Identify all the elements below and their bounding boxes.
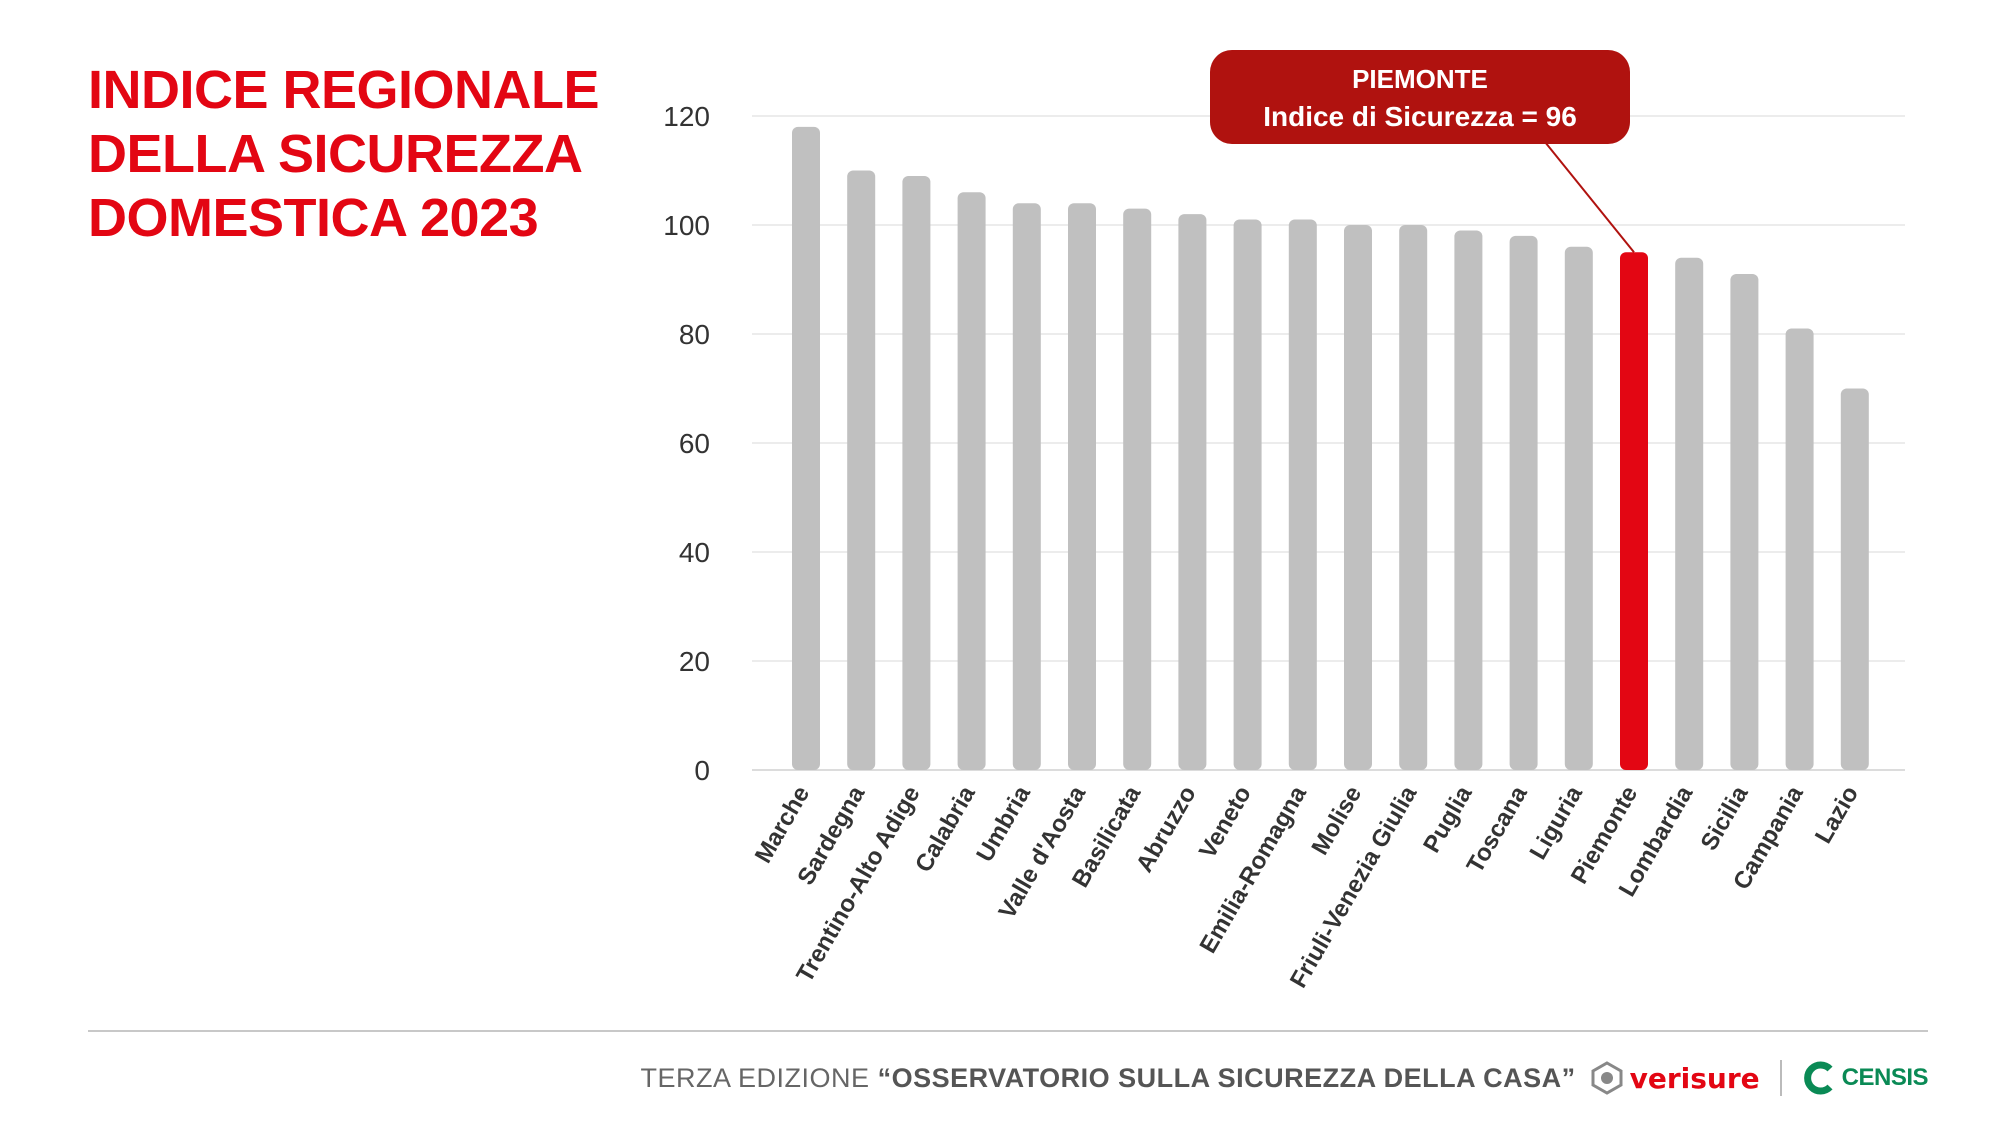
y-tick-label: 60	[679, 428, 710, 459]
censis-logo: CENSIS	[1802, 1061, 1929, 1095]
y-tick-label: 0	[694, 755, 710, 786]
bar-sardegna	[847, 170, 876, 770]
bar-calabria	[957, 192, 986, 771]
callout-region: PIEMONTE	[1352, 64, 1488, 94]
bar-piemonte	[1620, 252, 1648, 770]
bar-veneto	[1233, 219, 1262, 771]
chart-title: INDICE REGIONALE DELLA SICUREZZA DOMESTI…	[88, 58, 648, 250]
bar-sicilia	[1730, 274, 1759, 770]
title-line-1: INDICE REGIONALE	[88, 60, 600, 120]
bar-emilia-romagna	[1288, 219, 1317, 771]
x-tick-label: Puglia	[1418, 781, 1478, 857]
footer: TERZA EDIZIONE “OSSERVATORIO SULLA SICUR…	[641, 1054, 1929, 1102]
logo-separator	[1779, 1060, 1782, 1096]
bar-friuli-venezia-giulia	[1399, 225, 1428, 770]
x-tick-label: Molise	[1306, 782, 1367, 860]
y-tick-label: 120	[663, 101, 710, 132]
censis-emblem-icon	[1803, 1061, 1833, 1095]
x-tick-label: Emilia-Romagna	[1195, 781, 1313, 958]
bar-lombardia	[1675, 257, 1704, 770]
bar-abruzzo	[1178, 214, 1207, 771]
callout-value: Indice di Sicurezza = 96	[1263, 101, 1577, 132]
edition-prefix: TERZA EDIZIONE	[640, 1062, 878, 1093]
verisure-wordmark: verisure	[1629, 1061, 1760, 1095]
y-tick-label: 80	[679, 319, 710, 350]
bar-lazio	[1840, 388, 1869, 770]
bar-liguria	[1564, 246, 1593, 771]
x-tick-label: Sicilia	[1696, 781, 1754, 855]
y-tick-label: 40	[679, 537, 710, 568]
bar-umbria	[1012, 203, 1041, 770]
callout-leader-line	[1544, 141, 1635, 253]
x-tick-label: Lazio	[1810, 782, 1864, 849]
bar-marche	[792, 126, 820, 770]
censis-wordmark: CENSIS	[1841, 1064, 1929, 1091]
bar-campania	[1785, 328, 1814, 770]
bar-puglia	[1454, 230, 1483, 770]
bar-molise	[1344, 225, 1372, 770]
edition-title: “OSSERVATORIO SULLA SICUREZZA DELLA CASA…	[877, 1062, 1576, 1093]
bar-valle-d-aosta	[1068, 203, 1096, 770]
title-line-3: DOMESTICA 2023	[88, 188, 539, 248]
callout-box	[1210, 50, 1630, 144]
verisure-logo: verisure	[1590, 1061, 1760, 1095]
bar-toscana	[1509, 235, 1538, 770]
verisure-emblem-icon	[1591, 1061, 1623, 1095]
y-tick-label: 20	[679, 646, 710, 677]
edition-text: TERZA EDIZIONE “OSSERVATORIO SULLA SICUR…	[641, 1063, 1576, 1094]
bar-trentino-alto-adige	[902, 175, 931, 770]
y-tick-label: 100	[663, 210, 710, 241]
x-tick-label: Veneto	[1194, 782, 1257, 864]
bar-basilicata	[1123, 208, 1152, 770]
title-line-2: DELLA SICUREZZA	[88, 124, 583, 184]
footer-divider	[88, 1030, 1928, 1032]
